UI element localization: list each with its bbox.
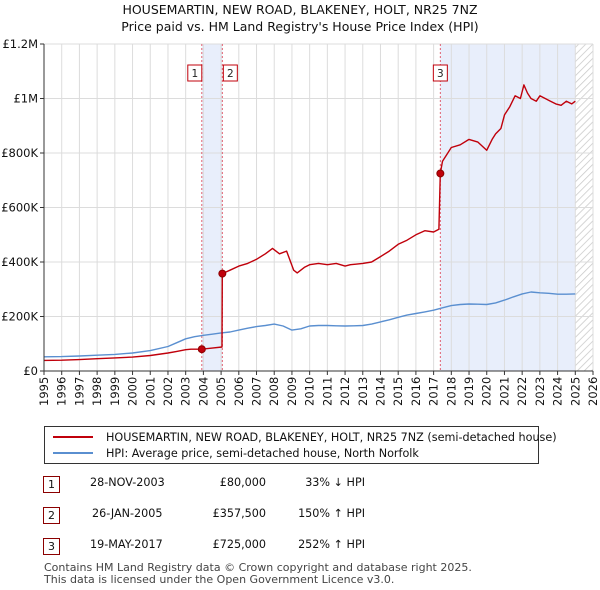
y-tick-label: £0 <box>23 364 38 378</box>
x-tick-label: 1998 <box>90 377 104 406</box>
x-tick-label: 2007 <box>250 377 264 406</box>
y-tick-label: £400K <box>1 255 38 269</box>
x-tick-label: 2017 <box>427 377 441 406</box>
x-tick-label: 2005 <box>214 377 228 406</box>
x-tick-label: 2022 <box>515 377 529 406</box>
x-tick-label: 2002 <box>161 377 175 406</box>
sale-date: 19-MAY-2017 <box>90 538 163 551</box>
sale-number-badge: 2 <box>43 507 60 524</box>
sale-number-badge: 1 <box>43 476 60 493</box>
sale-hpi-change: 252% ↑ HPI <box>298 538 365 551</box>
legend-swatch-property <box>53 436 93 438</box>
legend-swatch-hpi <box>53 452 93 454</box>
x-tick-label: 2015 <box>391 377 405 406</box>
x-tick-label: 2008 <box>267 377 281 406</box>
legend-label-property: HOUSEMARTIN, NEW ROAD, BLAKENEY, HOLT, N… <box>106 430 557 444</box>
sale-point <box>197 345 206 354</box>
sale-label-text: 2 <box>227 68 234 80</box>
x-tick-label: 2012 <box>338 377 352 406</box>
sale-label-box: 2 <box>222 64 238 82</box>
sale-label-border <box>432 64 448 82</box>
sale-price: £357,500 <box>212 507 266 520</box>
sale-hpi-change: 150% ↑ HPI <box>298 507 365 520</box>
y-tick-label: £600K <box>1 201 38 215</box>
x-tick-label: 2001 <box>143 377 157 406</box>
sale-label-box: 1 <box>187 64 203 82</box>
legend-item-property: HOUSEMARTIN, NEW ROAD, BLAKENEY, HOLT, N… <box>53 430 557 444</box>
x-tick-label: 1996 <box>55 377 69 406</box>
y-tick-label: £800K <box>1 146 38 160</box>
sale-label-border <box>222 64 238 82</box>
hpi-line <box>43 291 576 358</box>
x-tick-label: 2003 <box>179 377 193 406</box>
x-tick-label: 1995 <box>37 377 51 406</box>
footer-copyright: Contains HM Land Registry data © Crown c… <box>44 561 472 574</box>
sale-date: 28-NOV-2003 <box>90 476 165 489</box>
x-tick-label: 2016 <box>409 377 423 406</box>
footer-licence: This data is licensed under the Open Gov… <box>44 573 395 586</box>
sale-price: £725,000 <box>212 538 266 551</box>
legend-label-hpi: HPI: Average price, semi-detached house,… <box>106 446 419 460</box>
sale-label-text: 1 <box>191 68 198 80</box>
x-tick-label: 2006 <box>232 377 246 406</box>
x-tick-label: 2021 <box>498 377 512 406</box>
x-tick-label: 2018 <box>444 377 458 406</box>
chart-legend: HOUSEMARTIN, NEW ROAD, BLAKENEY, HOLT, N… <box>44 426 557 464</box>
sale-label-box: 3 <box>432 64 448 82</box>
x-tick-label: 1997 <box>72 377 86 406</box>
sale-date: 26-JAN-2005 <box>92 507 163 520</box>
x-tick-label: 2009 <box>285 377 299 406</box>
x-tick-label: 2024 <box>551 377 565 406</box>
x-tick-label: 2014 <box>374 377 388 406</box>
sale-point <box>436 169 445 178</box>
chart-subtitle: Price paid vs. HM Land Registry's House … <box>121 19 479 34</box>
x-tick-label: 2019 <box>462 377 476 406</box>
y-tick-label: £200K <box>1 310 38 324</box>
chart-title: HOUSEMARTIN, NEW ROAD, BLAKENEY, HOLT, N… <box>122 2 478 17</box>
x-tick-label: 2020 <box>480 377 494 406</box>
x-tick-label: 2004 <box>196 377 210 406</box>
x-tick-label: 2025 <box>568 377 582 406</box>
x-tick-label: 1999 <box>108 377 122 406</box>
x-tick-label: 2026 <box>586 377 600 406</box>
x-tick-label: 2013 <box>356 377 370 406</box>
x-tick-label: 2010 <box>303 377 317 406</box>
sale-hpi-change: 33% ↓ HPI <box>305 476 365 489</box>
x-tick-label: 2011 <box>320 377 334 406</box>
sale-label-border <box>187 64 203 82</box>
sale-price: £80,000 <box>219 476 266 489</box>
y-tick-label: £1.2M <box>2 37 38 51</box>
sale-number-badge: 3 <box>43 538 60 555</box>
property-price-line <box>43 84 576 362</box>
legend-item-hpi: HPI: Average price, semi-detached house,… <box>53 446 419 460</box>
sale-point <box>218 269 227 278</box>
y-tick-label: £1M <box>13 92 38 106</box>
x-tick-label: 2023 <box>533 377 547 406</box>
x-tick-label: 2000 <box>126 377 140 406</box>
sale-label-text: 3 <box>437 68 444 80</box>
